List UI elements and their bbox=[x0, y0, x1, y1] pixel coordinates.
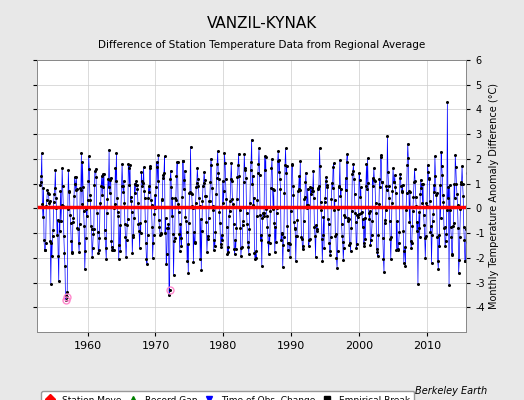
Legend: Station Move, Record Gap, Time of Obs. Change, Empirical Break: Station Move, Record Gap, Time of Obs. C… bbox=[41, 391, 414, 400]
Text: Difference of Station Temperature Data from Regional Average: Difference of Station Temperature Data f… bbox=[99, 40, 425, 50]
Text: Berkeley Earth: Berkeley Earth bbox=[415, 386, 487, 396]
Text: VANZIL-KYNAK: VANZIL-KYNAK bbox=[207, 16, 317, 31]
Y-axis label: Monthly Temperature Anomaly Difference (°C): Monthly Temperature Anomaly Difference (… bbox=[489, 83, 499, 309]
